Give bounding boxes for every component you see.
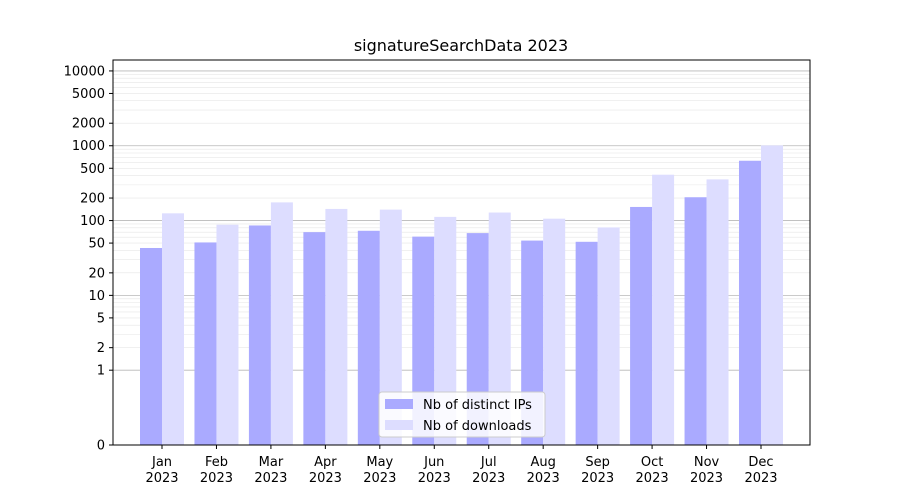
x-tick-label-year: 2023 xyxy=(690,471,723,486)
bar-distinct-ips xyxy=(194,242,217,445)
bar-downloads xyxy=(760,145,783,445)
x-tick-label-year: 2023 xyxy=(418,471,451,486)
x-tick-label-month: Oct xyxy=(641,455,663,470)
x-tick-label-year: 2023 xyxy=(636,471,669,486)
axes: 012510205010020050010002000500010000Jan2… xyxy=(64,59,811,486)
y-tick-label: 10000 xyxy=(64,64,105,79)
y-tick-label: 1 xyxy=(97,364,105,379)
bar-distinct-ips xyxy=(630,206,653,445)
bar-distinct-ips xyxy=(575,241,598,445)
legend-swatch xyxy=(385,399,413,409)
x-tick-label-month: May xyxy=(366,455,393,470)
x-tick-label-month: Jul xyxy=(480,455,497,470)
x-tick-label-month: Jan xyxy=(151,455,172,470)
x-tick-label-year: 2023 xyxy=(254,471,287,486)
y-tick-label: 200 xyxy=(80,192,105,207)
y-tick-label: 1000 xyxy=(72,139,105,154)
bar-distinct-ips xyxy=(357,230,380,445)
legend-label: Nb of distinct IPs xyxy=(423,398,532,413)
x-tick-label-year: 2023 xyxy=(527,471,560,486)
y-tick-label: 20 xyxy=(88,266,105,281)
bar-downloads xyxy=(652,174,675,445)
y-tick-label: 100 xyxy=(80,214,105,229)
x-tick-label-year: 2023 xyxy=(200,471,233,486)
x-tick-label-year: 2023 xyxy=(309,471,342,486)
legend: Nb of distinct IPs Nb of downloads xyxy=(378,391,546,438)
bar-downloads xyxy=(488,212,511,445)
bar-downloads xyxy=(325,208,348,445)
x-tick-label-month: Mar xyxy=(259,455,284,470)
bar-downloads xyxy=(162,213,185,445)
legend-box xyxy=(378,391,546,438)
bar-distinct-ips xyxy=(684,197,707,445)
y-tick-label: 2000 xyxy=(72,117,105,132)
y-tick-label: 50 xyxy=(88,237,105,252)
y-tick-label: 5000 xyxy=(72,87,105,102)
bar-downloads xyxy=(216,224,239,445)
legend-label: Nb of downloads xyxy=(423,419,532,434)
bar-downloads xyxy=(379,209,402,445)
bar-distinct-ips xyxy=(140,247,163,445)
plot-frame xyxy=(112,59,811,446)
x-tick-label-month: Jun xyxy=(423,455,444,470)
bar-downloads xyxy=(434,216,457,445)
bar-distinct-ips xyxy=(248,225,271,445)
y-tick-label: 2 xyxy=(97,341,105,356)
bar-downloads xyxy=(706,179,729,445)
y-tick-label: 5 xyxy=(97,311,105,326)
x-tick-label-year: 2023 xyxy=(744,471,777,486)
x-tick-label-month: Feb xyxy=(205,455,228,470)
x-tick-label-month: Sep xyxy=(585,455,610,470)
y-tick-label: 0 xyxy=(97,439,105,454)
legend-swatch xyxy=(385,420,413,430)
y-tick-label: 500 xyxy=(80,162,105,177)
x-tick-label-year: 2023 xyxy=(472,471,505,486)
bar-downloads xyxy=(543,218,566,445)
x-tick-label-month: Aug xyxy=(530,455,555,470)
bar-distinct-ips xyxy=(303,232,326,445)
x-tick-label-month: Dec xyxy=(748,455,773,470)
x-tick-label-year: 2023 xyxy=(581,471,614,486)
bar-downloads xyxy=(270,202,293,445)
chart-title: signatureSearchData 2023 xyxy=(354,36,568,55)
x-tick-label-month: Apr xyxy=(314,455,337,470)
bar-distinct-ips xyxy=(738,160,761,445)
y-tick-label: 10 xyxy=(88,289,105,304)
x-tick-label-year: 2023 xyxy=(363,471,396,486)
x-tick-label-month: Nov xyxy=(694,455,720,470)
x-tick-label-year: 2023 xyxy=(145,471,178,486)
bar-downloads xyxy=(597,227,620,445)
